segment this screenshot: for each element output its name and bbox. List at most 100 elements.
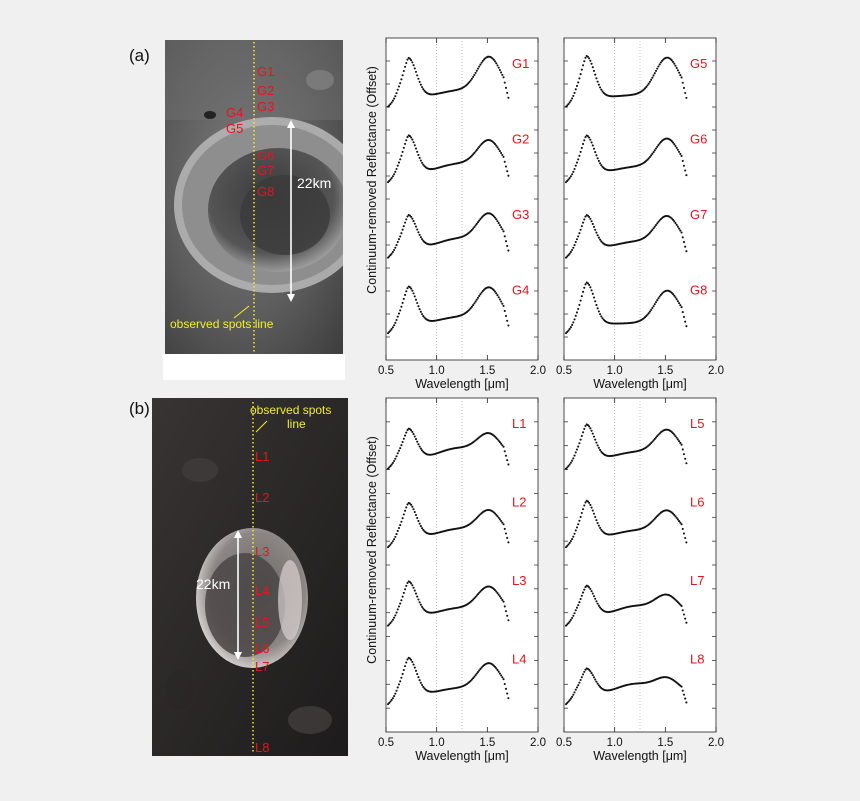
- series-l6: [564, 499, 688, 549]
- spectrum-point: [673, 220, 676, 223]
- plot-frame: [385, 37, 539, 361]
- spectrum-point: [577, 523, 580, 526]
- spectrum-point: [648, 231, 651, 234]
- spectrum-point: [473, 675, 476, 678]
- spectrum-point: [670, 59, 673, 62]
- spectrum-point: [473, 597, 476, 600]
- series-label-l4: L4: [512, 652, 526, 667]
- spectrum-point: [595, 154, 598, 157]
- spectrum-point: [578, 442, 581, 445]
- spectrum-point: [592, 512, 596, 515]
- spectrum-point: [404, 65, 407, 68]
- spectrum-point: [479, 667, 482, 670]
- spectrum-point: [584, 56, 587, 59]
- spectrum-point: [575, 238, 579, 241]
- site-label-g2: G2: [257, 83, 274, 98]
- x-axis-label: Wavelength [μm]: [415, 749, 509, 763]
- spectrum-point: [574, 688, 577, 691]
- spectrum-point: [418, 233, 421, 236]
- spectrum-point: [678, 440, 681, 443]
- spectrum-point: [410, 582, 413, 585]
- spectrum-point: [678, 520, 681, 523]
- x-axis-label: Wavelength [μm]: [593, 377, 687, 391]
- spectrum-point: [495, 292, 498, 295]
- spectrum-point: [681, 236, 684, 239]
- spectrum-point: [588, 501, 591, 504]
- series-g1: [386, 55, 510, 108]
- spectrum-point: [586, 55, 589, 58]
- spectrum-point: [413, 435, 416, 438]
- series-l3: [386, 580, 510, 627]
- spectrum-point: [575, 448, 579, 451]
- spectrum-point: [653, 149, 656, 152]
- spectrum-point: [393, 173, 396, 176]
- y-axis-label-a: Continuum-removed Reflectance (Offset): [365, 66, 379, 294]
- spectrum-point: [582, 290, 585, 293]
- spectrum-point: [502, 230, 505, 233]
- spectrum-point: [596, 444, 599, 447]
- spectrum-point: [597, 310, 600, 313]
- spectrum-point: [502, 155, 505, 158]
- spectrum-point: [671, 432, 675, 435]
- spectrum-point: [652, 227, 655, 230]
- spectrum-point: [682, 453, 686, 456]
- spectrum-point: [577, 81, 580, 84]
- spectrum-point: [567, 622, 570, 625]
- spectrum-point: [578, 154, 581, 157]
- spectrum-point: [406, 215, 409, 218]
- series-label-l7: L7: [690, 573, 704, 588]
- spectrum-point: [388, 104, 391, 107]
- spectrum-point: [493, 665, 497, 668]
- spectrum-point: [507, 619, 510, 622]
- spectrum-point: [654, 69, 658, 72]
- spectrum-point: [578, 519, 581, 522]
- spectrum-point: [674, 64, 677, 67]
- spectrum-point: [676, 518, 679, 521]
- spectrum-point: [659, 293, 662, 296]
- spectrum-point: [569, 326, 572, 329]
- spectrum-point: [478, 294, 481, 298]
- spectrum-point: [600, 88, 603, 91]
- spectrum-point: [474, 150, 477, 153]
- spectrum-point: [566, 466, 569, 469]
- spectrum-point: [474, 595, 477, 598]
- spectrum-point: [396, 529, 399, 532]
- spectrum-point: [575, 606, 579, 609]
- spectrum-point: [399, 680, 402, 683]
- spectrum-point: [408, 657, 411, 660]
- spectrum-point: [410, 287, 413, 290]
- spectrum-point: [678, 302, 681, 305]
- spectrum-point: [652, 74, 655, 77]
- spectrum-point: [685, 174, 688, 177]
- spectrum-point: [419, 681, 422, 684]
- spectrum-point: [400, 444, 403, 447]
- spectrum-point: [404, 293, 407, 297]
- spectrum-point: [506, 170, 509, 173]
- spectrum-point: [579, 228, 582, 231]
- spectrum-point: [405, 506, 408, 509]
- spectrum-point: [500, 597, 503, 600]
- spectrum-point: [479, 144, 482, 147]
- spectrum-point: [472, 227, 475, 230]
- spectrum-point: [389, 254, 392, 257]
- spectrum-point: [422, 163, 425, 166]
- site-label-l2: L2: [255, 490, 269, 505]
- spectrum-point: [416, 301, 419, 305]
- series-l2: [386, 501, 510, 549]
- spectrum-point: [480, 61, 483, 64]
- spectrum-point: [568, 541, 571, 544]
- spectrum-point: [476, 67, 480, 70]
- spectrum-point: [588, 57, 591, 60]
- spectrum-point: [685, 701, 688, 704]
- series-l5: [564, 423, 688, 470]
- spectrum-point: [419, 525, 422, 528]
- series-g7: [564, 214, 688, 259]
- spectrum-point: [651, 440, 654, 443]
- spectrum-point: [650, 230, 653, 233]
- spectrum-point: [408, 57, 411, 60]
- spectrum-point: [569, 540, 572, 543]
- spectrum-point: [573, 532, 576, 535]
- spectrum-point: [504, 687, 508, 690]
- spectrum-point: [501, 521, 504, 524]
- spectrum-point: [389, 543, 392, 546]
